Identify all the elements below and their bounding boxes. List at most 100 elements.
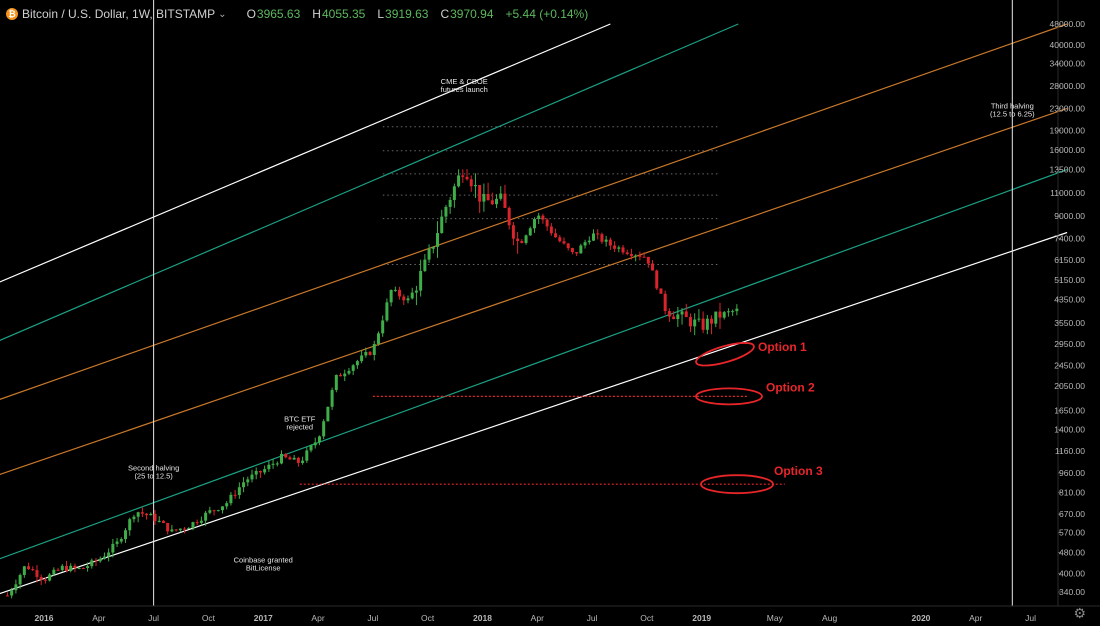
- price-tick-label: 400.00: [1059, 568, 1085, 578]
- option-label: Option 2: [766, 380, 815, 394]
- candle-body-down: [64, 565, 68, 572]
- candle-body-down: [570, 248, 574, 253]
- time-tick-label: 2016: [35, 613, 54, 623]
- price-tick-label: 2050.00: [1054, 381, 1085, 391]
- price-tick-label: 4350.00: [1054, 295, 1085, 305]
- candle-body-up: [693, 319, 697, 327]
- candle-body-up: [617, 247, 621, 249]
- candle-body-down: [520, 240, 524, 243]
- candle-body-up: [427, 248, 431, 260]
- candle-body-up: [280, 453, 284, 464]
- candle-body-up: [440, 216, 444, 234]
- candle-body-up: [22, 566, 26, 576]
- price-tick-label: 16000.00: [1050, 145, 1086, 155]
- candle-body-down: [486, 193, 490, 201]
- candle-body-down: [43, 579, 47, 581]
- candle-body-up: [355, 361, 359, 366]
- time-tick-label: Oct: [202, 613, 216, 623]
- channel-line-outer-upper[interactable]: [0, 23, 611, 296]
- candle-body-up: [292, 457, 296, 460]
- candle-body-up: [414, 290, 418, 293]
- candle-body-down: [667, 311, 671, 317]
- channel-line-orange-upper[interactable]: [0, 23, 1068, 411]
- candle-body-up: [705, 318, 709, 330]
- candle-body-down: [140, 512, 144, 514]
- settings-gear-icon[interactable]: ⚙: [1073, 605, 1086, 621]
- option-ellipse[interactable]: [694, 338, 756, 370]
- candle-body-up: [334, 375, 338, 391]
- option-markers[interactable]: Option 1 Option 2 Option 3: [299, 338, 823, 495]
- channel-line-teal-lower[interactable]: [0, 168, 1068, 571]
- candle-body-down: [166, 522, 170, 532]
- candle-body-down: [562, 241, 566, 244]
- candle-body-up: [326, 406, 330, 422]
- channel-lines[interactable]: [0, 23, 1068, 605]
- symbol-title[interactable]: Bitcoin / U.S. Dollar, 1W, BITSTAMP: [22, 7, 216, 21]
- candle-body-up: [634, 255, 638, 257]
- candle-body-down: [35, 570, 39, 577]
- candle-body-up: [406, 298, 410, 301]
- candle-body-down: [94, 560, 98, 562]
- vertical-lines[interactable]: [153, 0, 1013, 606]
- candle-body-down: [402, 296, 406, 301]
- candle-body-down: [5, 595, 9, 597]
- time-tick-label: 2018: [473, 613, 492, 623]
- candle-body-down: [596, 233, 600, 235]
- option-ellipse[interactable]: [695, 387, 763, 406]
- price-tick-label: 1160.00: [1055, 446, 1085, 456]
- channel-line-teal-upper[interactable]: [0, 23, 739, 354]
- change-value: +5.44 (+0.14%): [505, 7, 589, 21]
- candle-body-up: [381, 320, 385, 334]
- candle-body-up: [343, 373, 347, 377]
- candle-body-down: [672, 316, 676, 320]
- price-tick-label: 9000.00: [1054, 211, 1085, 221]
- price-tick-label: 34000.00: [1050, 59, 1086, 69]
- price-axis[interactable]: 48000.00 40000.00 34000.00 28000.00 23000.00…: [1050, 19, 1086, 597]
- option-label: Option 3: [774, 464, 823, 478]
- candle-body-up: [267, 464, 271, 470]
- candle-body-down: [638, 255, 642, 257]
- annotation-text: Second halving: [128, 464, 179, 473]
- candle-body-up: [14, 584, 18, 591]
- channel-line-outer-lower[interactable]: [0, 231, 1068, 605]
- candle-body-down: [659, 288, 663, 294]
- time-tick-label: Jul: [1025, 613, 1036, 623]
- candle-body-up: [102, 556, 106, 559]
- candle-body-down: [554, 233, 558, 238]
- candle-body-up: [330, 390, 334, 407]
- chevron-down-icon[interactable]: ⌄: [218, 8, 227, 20]
- high-value: H4055.35: [312, 7, 366, 21]
- time-axis[interactable]: 2016 Apr Jul Oct 2017 Apr Jul Oct 2018 Apr Jul Oct 2…: [35, 613, 1037, 623]
- candle-body-down: [600, 234, 604, 242]
- candle-body-up: [735, 308, 739, 312]
- price-tick-label: 23000.00: [1050, 103, 1086, 113]
- candle-body-down: [174, 529, 178, 531]
- candle-body-up: [263, 469, 267, 473]
- option-ellipse[interactable]: [700, 474, 774, 495]
- candle-body-down: [613, 245, 617, 249]
- time-tick-label: Jul: [148, 613, 159, 623]
- candle-body-down: [339, 375, 343, 377]
- candle-body-up: [237, 487, 241, 496]
- candle-body-down: [684, 311, 688, 318]
- candle-body-up: [254, 470, 258, 475]
- candle-body-down: [545, 219, 549, 227]
- candle-body-up: [111, 543, 115, 553]
- candle-body-down: [718, 311, 722, 318]
- candle-body-up: [10, 590, 14, 596]
- candle-body-down: [56, 569, 60, 571]
- candle-body-up: [208, 510, 212, 513]
- candle-body-up: [360, 355, 364, 362]
- candle-body-up: [524, 235, 528, 243]
- candle-body-up: [389, 290, 393, 303]
- candle-body-up: [128, 519, 132, 531]
- candle-body-up: [220, 506, 224, 511]
- price-tick-label: 40000.00: [1050, 40, 1086, 50]
- candle-body-up: [722, 312, 726, 318]
- candle-body-up: [393, 289, 397, 291]
- time-tick-label: Apr: [311, 613, 324, 623]
- channel-line-orange-lower[interactable]: [0, 107, 1068, 485]
- candle-body-up: [583, 242, 587, 246]
